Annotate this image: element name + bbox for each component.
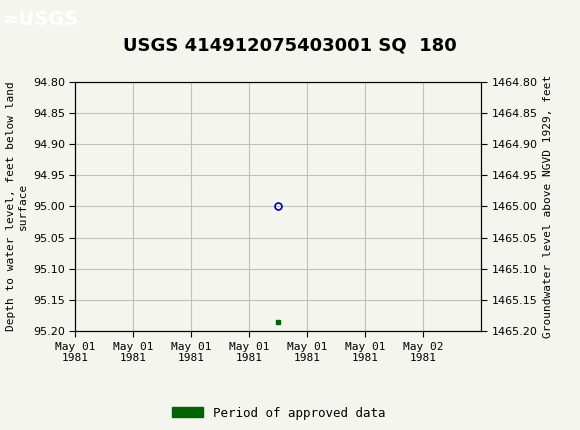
Text: ≈USGS: ≈USGS <box>3 10 79 29</box>
Y-axis label: Depth to water level, feet below land
surface: Depth to water level, feet below land su… <box>6 82 27 331</box>
Legend: Period of approved data: Period of approved data <box>172 407 385 420</box>
Text: USGS 414912075403001 SQ  180: USGS 414912075403001 SQ 180 <box>123 36 457 54</box>
Y-axis label: Groundwater level above NGVD 1929, feet: Groundwater level above NGVD 1929, feet <box>543 75 553 338</box>
